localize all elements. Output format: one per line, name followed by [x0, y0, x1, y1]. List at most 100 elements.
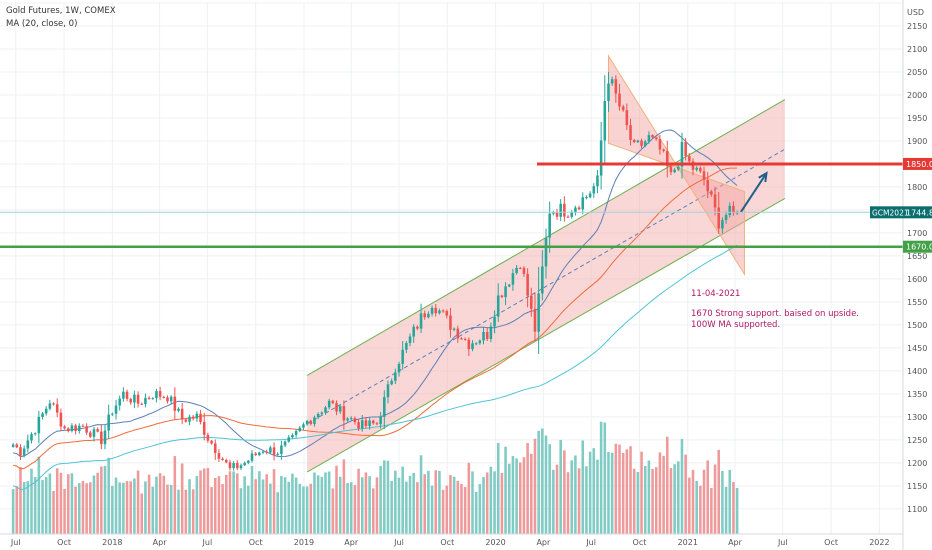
volume-bar [371, 488, 375, 534]
candles [11, 71, 739, 471]
y-tick-label: 2150 [907, 22, 927, 31]
volume-bar [629, 446, 632, 534]
candle-body [114, 405, 118, 414]
candle-body [574, 207, 577, 213]
volume-bar [236, 473, 239, 534]
volume-bar [122, 482, 125, 534]
y-tick-label: 2050 [907, 68, 927, 77]
volume-bar [217, 476, 221, 534]
volume-bar [254, 479, 257, 534]
resistance-price-tag: 1850.0 [906, 160, 932, 169]
candle-body [390, 380, 393, 385]
volume-bar [191, 489, 195, 534]
candle-body [133, 394, 136, 403]
descending-channel [607, 54, 745, 277]
volume-bar [199, 470, 202, 534]
volume-bar [265, 474, 268, 534]
y-tick-label: 2100 [907, 45, 927, 54]
volume-bar [647, 460, 651, 534]
current-price-tag-bg [903, 206, 932, 219]
volume-bar [202, 468, 206, 534]
candle-body [563, 203, 566, 217]
volume-bar [496, 442, 500, 534]
volume-bar [81, 481, 85, 534]
candle-body [136, 394, 140, 404]
candle-body [125, 391, 129, 399]
candle-body [379, 416, 382, 425]
volume-bar [103, 465, 107, 534]
volume-bar [210, 487, 213, 534]
x-tick-label: Apr [153, 538, 168, 547]
volume-bar [302, 486, 305, 534]
candle-body [632, 139, 636, 143]
candle-body [691, 161, 695, 170]
volume-bar [232, 471, 235, 534]
candle-body [566, 216, 570, 218]
candle-body [577, 207, 581, 210]
candle-body [89, 432, 92, 437]
volume-bar [169, 484, 173, 534]
volume-bar [70, 473, 74, 534]
candle-body [294, 431, 298, 435]
volume-bar [581, 440, 585, 534]
volume-bar [699, 485, 702, 534]
candle-body [122, 391, 125, 399]
volume-bar [563, 450, 566, 534]
volume-bar [383, 460, 386, 534]
volume-bar [213, 477, 217, 534]
y-tick-label: 1650 [907, 252, 927, 261]
candle-body [489, 326, 493, 340]
candle-body [52, 403, 55, 405]
candle-body [721, 220, 724, 229]
x-tick-label: Jul [202, 538, 213, 547]
volume-bar [548, 444, 551, 534]
volume-bar [353, 485, 357, 534]
candle-body [202, 421, 206, 435]
volume-bar [147, 474, 151, 534]
volume-bar [335, 465, 338, 534]
candle-body [103, 430, 107, 445]
candle-body [92, 429, 96, 437]
candle-body [30, 434, 33, 441]
candle-body [603, 100, 607, 141]
candle-body [541, 266, 544, 294]
volume-bar [247, 485, 250, 534]
resistance-price-tag-bg [903, 157, 932, 170]
volume-bar [243, 476, 246, 534]
volume-bar [614, 443, 618, 534]
candle-body [416, 326, 419, 329]
volume-bar [677, 461, 680, 534]
candle-body [592, 186, 596, 194]
x-tick-label: Oct [824, 538, 838, 547]
candle-body [636, 140, 640, 143]
candle-body [555, 212, 559, 217]
candle-body [177, 408, 180, 411]
x-tick-label: 2018 [102, 538, 122, 547]
volume-bar [261, 479, 265, 534]
candle-body [496, 295, 500, 317]
candle-body [162, 396, 166, 398]
volume-bar [173, 456, 177, 534]
volume-bar [129, 481, 133, 534]
volume-bar [195, 476, 199, 534]
candle-body [70, 425, 74, 431]
volume-bar [15, 486, 19, 534]
ma-20-line [12, 129, 738, 458]
volume-bar [537, 430, 540, 534]
volume-bar [691, 469, 695, 534]
candle-body [331, 400, 335, 404]
volume-bar [710, 488, 713, 534]
candle-body [261, 451, 265, 453]
candle-body [383, 397, 386, 417]
candle-body [511, 273, 515, 285]
volume-bar [294, 477, 298, 534]
symbol-tag: GCM2021 [872, 208, 909, 217]
candle-body [452, 328, 456, 330]
candle-body [258, 452, 261, 456]
candle-body [173, 396, 177, 411]
volume-bar [688, 477, 691, 534]
candle-body [239, 465, 243, 469]
candle-body [243, 462, 246, 466]
candle-body [217, 452, 221, 459]
